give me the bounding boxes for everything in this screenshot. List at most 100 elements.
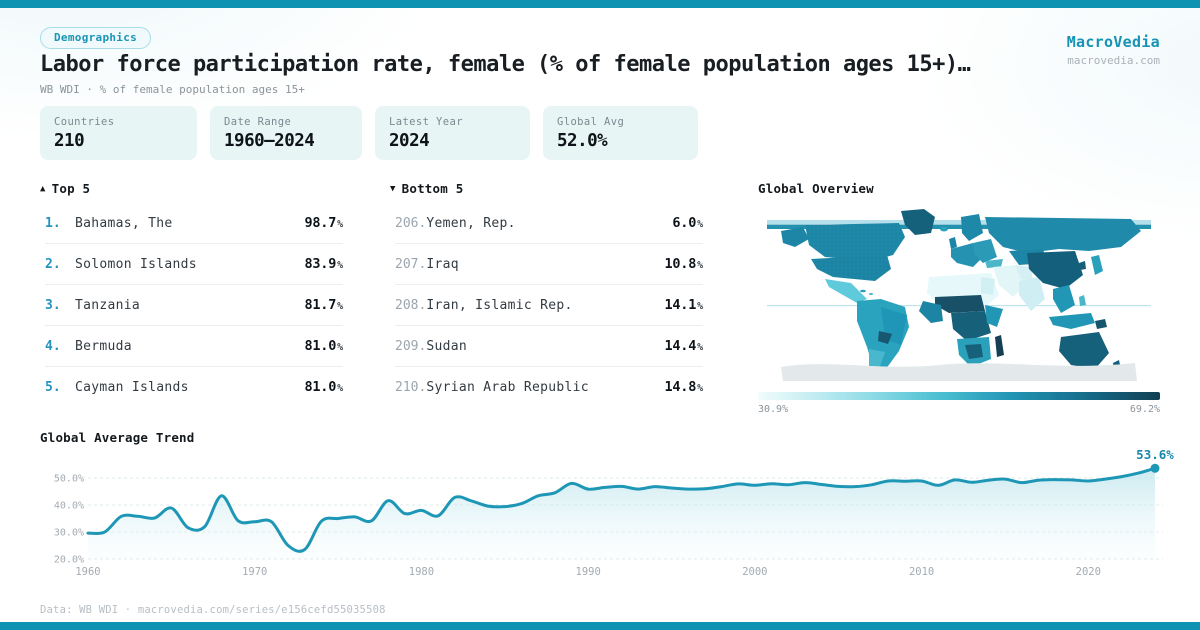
country-value: 81.0% [304, 379, 343, 395]
top5-header-label: Top 5 [51, 181, 91, 196]
region-australia-texture [1059, 332, 1109, 369]
region-scandinavia [961, 214, 983, 241]
region-eastern-europe [973, 239, 997, 263]
map-title: Global Overview [758, 181, 874, 196]
stat-value: 1960—2024 [224, 131, 315, 151]
stat-value: 2024 [389, 131, 430, 151]
ranking-list-item: 210. Syrian Arab Republic 14.8% [395, 367, 703, 407]
choropleth-legend-labels: 30.9% 69.2% [758, 404, 1160, 415]
stat-card: Date Range 1960—2024 [210, 106, 362, 160]
region-russia [985, 217, 1141, 253]
triangle-up-icon: ▲ [40, 184, 46, 194]
country-name: Bahamas, The [75, 215, 173, 231]
rank-number: 2. [45, 256, 61, 272]
bottom-accent-bar [0, 622, 1200, 630]
value-number: 10.8 [664, 256, 697, 272]
value-number: 81.0 [304, 338, 337, 354]
trend-area-chart: 50.0% 40.0% 30.0% 20.0%1960 1970 1980 1990 2000… [54, 447, 1174, 578]
value-number: 14.4 [664, 338, 697, 354]
country-value: 10.8% [664, 256, 703, 272]
stats-row: Countries 210 Date Range 1960—2024 Lates… [40, 106, 698, 160]
value-unit: % [337, 342, 343, 353]
rank-number: 208. [395, 297, 427, 313]
country-value: 14.4% [664, 338, 703, 354]
stat-card: Global Avg 52.0% [543, 106, 698, 160]
ranking-list-item: 4. Bermuda 81.0% [45, 326, 343, 367]
region-sahel [935, 295, 985, 313]
country-name: Bermuda [75, 338, 132, 354]
value-unit: % [337, 260, 343, 271]
arctic-band-dark [767, 224, 1151, 229]
country-name: Sudan [426, 338, 467, 354]
region-cuba [860, 289, 866, 293]
brand-url: macrovedia.com [1067, 54, 1160, 67]
value-unit: % [697, 301, 703, 312]
country-value: 83.9% [304, 256, 343, 272]
category-badge: Demographics [40, 27, 152, 49]
country-value: 14.1% [664, 297, 703, 313]
top5-list: 1. Bahamas, The 98.7% 2. Solomon Islands… [40, 203, 343, 407]
ranking-list-item: 209. Sudan 14.4% [395, 326, 703, 367]
country-name: Solomon Islands [75, 256, 197, 272]
rank-number: 1. [45, 215, 61, 231]
country-value: 81.0% [304, 338, 343, 354]
country-value: 14.8% [664, 379, 703, 395]
svg-text:50.0%: 50.0% [54, 474, 84, 485]
region-turkey [985, 259, 1003, 268]
region-philippines [1079, 295, 1086, 306]
rank-number: 3. [45, 297, 61, 313]
ranking-list-item: 1. Bahamas, The 98.7% [45, 203, 343, 244]
country-value: 98.7% [304, 215, 343, 231]
legend-min-label: 30.9% [758, 404, 789, 415]
region-papua-new-guinea [1095, 319, 1107, 329]
region-india [1019, 277, 1045, 311]
region-greenland [901, 209, 935, 235]
page-subtitle: WB WDI · % of female population ages 15+ [40, 83, 305, 96]
value-number: 14.1 [664, 297, 697, 313]
country-name: Iran, Islamic Rep. [426, 297, 573, 313]
region-usa-texture [811, 255, 891, 281]
svg-text:1960: 1960 [75, 566, 100, 578]
ranking-list-item: 3. Tanzania 81.7% [45, 285, 343, 326]
rank-number: 206. [395, 215, 427, 231]
top5-header: ▲ Top 5 [40, 181, 343, 196]
top5-panel: ▲ Top 5 1. Bahamas, The 98.7% 2. Solomon … [40, 181, 343, 407]
region-indonesia [1049, 313, 1095, 329]
ranking-list-item: 5. Cayman Islands 81.0% [45, 367, 343, 407]
global-overview-panel: Global Overview [758, 181, 1160, 415]
triangle-down-icon: ▼ [390, 184, 396, 194]
region-central-africa [951, 311, 991, 341]
bottom5-header: ▼ Bottom 5 [390, 181, 703, 196]
top-accent-bar [0, 0, 1200, 8]
region-madagascar [995, 335, 1004, 357]
svg-text:1990: 1990 [576, 566, 601, 578]
svg-text:2020: 2020 [1076, 566, 1101, 578]
value-unit: % [337, 219, 343, 230]
country-name: Iraq [426, 256, 459, 272]
bottom5-header-label: Bottom 5 [401, 181, 464, 196]
arctic-band-light [767, 220, 1151, 224]
stat-value: 52.0% [557, 131, 608, 151]
region-bolivia [878, 331, 892, 344]
bottom5-list: 206. Yemen, Rep. 6.0% 207. Iraq 10.8% 20… [390, 203, 703, 407]
legend-max-label: 69.2% [1129, 404, 1160, 415]
rank-number: 210. [395, 379, 427, 395]
brand-block: MacroVedia macrovedia.com [1067, 33, 1160, 67]
value-number: 98.7 [304, 215, 337, 231]
region-korea [1079, 261, 1086, 270]
value-unit: % [697, 383, 703, 394]
world-choropleth-map [767, 209, 1151, 381]
page-title: Labor force participation rate, female (… [40, 52, 971, 77]
region-southeast-asia [1053, 285, 1075, 313]
svg-text:40.0%: 40.0% [54, 501, 84, 512]
value-number: 81.0 [304, 379, 337, 395]
region-alaska [781, 227, 809, 247]
region-western-europe [951, 243, 981, 267]
country-name: Tanzania [75, 297, 141, 313]
region-china [1027, 251, 1083, 289]
region-west-africa [919, 301, 943, 323]
trend-panel: Global Average Trend 50.0% 40.0% 30.0% 20.0… [40, 430, 1180, 585]
stat-card: Countries 210 [40, 106, 197, 160]
svg-text:53.6%: 53.6% [1136, 447, 1174, 462]
